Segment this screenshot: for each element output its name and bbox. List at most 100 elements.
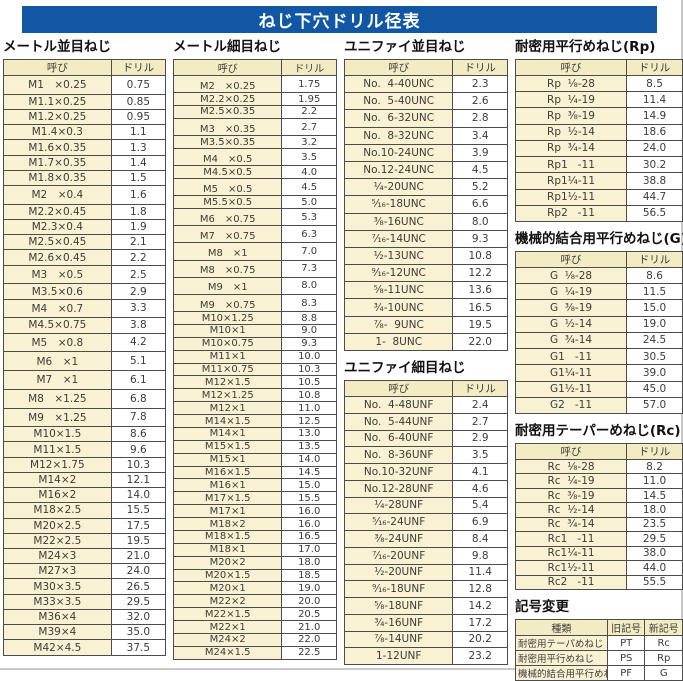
thread-name-cell: M1.7×0.35 <box>3 154 112 171</box>
thread-name-cell: M14×1 <box>172 426 283 441</box>
thread-name-cell: G ¹⁄₄-19 <box>514 283 628 301</box>
table-row: M1.8×0.35 1.5 <box>3 169 167 187</box>
value-cell: 11.5 <box>626 283 683 301</box>
table-header-row: 種類 旧記号 新記号 <box>515 619 683 636</box>
table-row: M8 ×1 7.0 <box>172 242 337 261</box>
table-row: Rp ³⁄₄-14 24.0 <box>514 139 683 158</box>
table-rc: 呼び ドリル Rc ¹⁄₈-28 8.2 Rc ¹⁄₄-19 11.0 Rc ³⁄₈-1… <box>514 443 683 590</box>
column-header-name: 呼び <box>514 443 628 460</box>
thread-name-cell: M8 ×1.25 <box>3 388 112 409</box>
thread-name-cell: M7 ×0.75 <box>172 225 283 244</box>
value-cell: 17.5 <box>110 517 167 534</box>
table-row: M11×1 10.0 <box>172 349 337 364</box>
columns-container: メートル並目ねじ 呼び ドリル M1 ×0.25 0.75 M1.1×0.25 0.8… <box>3 39 683 681</box>
table-g: 呼び ドリル G ¹⁄₈-28 8.6 G ¹⁄₄-19 11.5 G ³⁄₈-19 15… <box>514 251 683 415</box>
thread-name-cell: 1-12UNF <box>343 647 454 665</box>
table-row: No.12-24UNC 4.5 <box>343 160 508 180</box>
value-cell: 29.5 <box>110 593 167 610</box>
table-row: M3 ×0.35 2.7 <box>172 117 337 137</box>
value-cell: 16.5 <box>452 298 508 317</box>
table-row: ⁷⁄₈- 9UNC 19.5 <box>343 315 508 334</box>
value-cell: 2.7 <box>281 117 337 137</box>
thread-name-cell: M8 ×1 <box>172 242 283 261</box>
value-cell: 23.5 <box>626 516 683 533</box>
table-row: M18×1 17.0 <box>172 542 337 557</box>
value-cell: 3.3 <box>110 298 167 319</box>
table-row: M5 ×0.8 4.2 <box>3 332 167 353</box>
value-cell: 0.95 <box>110 108 167 126</box>
value-cell: 16.5 <box>281 529 337 544</box>
column-header-name: 呼び <box>343 59 454 76</box>
thread-name-cell: ¹⁄₄-28UNF <box>343 496 454 515</box>
thread-name-cell: M39×4 <box>3 624 112 641</box>
value-cell: 6.9 <box>452 513 508 531</box>
section-title-symbol-change: 記号変更 <box>515 599 569 615</box>
value-cell: 39.0 <box>626 364 683 382</box>
table-row: G ¹⁄₄-19 11.5 <box>514 283 683 301</box>
thread-name-cell: M9 ×1.25 <box>3 407 112 428</box>
table-row: M8 ×0.75 7.3 <box>172 259 337 278</box>
value-cell: 38.0 <box>626 545 683 562</box>
value-cell: 24.5 <box>626 331 683 350</box>
table-row: M20×2 18.0 <box>172 555 337 570</box>
value-cell: 3.9 <box>452 143 508 162</box>
value-cell: 8.0 <box>452 212 508 231</box>
thread-name-cell: M4.5×0.5 <box>172 165 283 180</box>
thread-name-cell: Rc1¹⁄₂-11 <box>514 560 628 576</box>
thread-name-cell: M3 ×0.35 <box>172 117 283 137</box>
thread-name-cell: M12×1.5 <box>172 375 283 390</box>
table-symbol-change: 種類 旧記号 新記号 耐密用テーパめねじ PT Rc 耐密用平行めねじ PS Rp 機械的結… <box>515 619 683 681</box>
value-cell: 9.3 <box>452 229 508 248</box>
table-row: No.12-28UNF 4.6 <box>343 479 508 498</box>
value-cell: 4.5 <box>452 160 508 180</box>
value-cell: 9.6 <box>110 441 167 458</box>
value-cell: 14.5 <box>281 465 337 480</box>
thread-name-cell: ¹⁄₂-13UNC <box>343 246 454 266</box>
value-cell: 11.4 <box>452 563 508 582</box>
table-row: M2.2×0.45 1.8 <box>3 203 167 221</box>
table-row: ⁹⁄₁₆-12UNC 12.2 <box>343 264 508 283</box>
thread-name-cell: ⁵⁄₈-18UNF <box>343 597 454 615</box>
thread-name-cell: M10×1 <box>172 323 283 338</box>
value-cell: 38.8 <box>626 172 683 190</box>
table-row: M5.5×0.5 5.0 <box>172 195 337 210</box>
thread-name-cell: M15×1 <box>172 452 283 467</box>
value-cell: 18.0 <box>281 555 337 570</box>
thread-name-cell: M22×2 <box>172 594 283 609</box>
table-row: No.10-24UNC 3.9 <box>343 143 508 162</box>
table-row: ³⁄₄-10UNC 16.5 <box>343 298 508 317</box>
section-title-rc: 耐密用テーパーめねじ(Rc) <box>515 423 681 439</box>
thread-name-cell: M1.6×0.35 <box>3 139 112 156</box>
value-cell: 10.8 <box>281 388 337 403</box>
table-header-row: 呼び ドリル <box>343 59 508 76</box>
value-cell: 21.0 <box>281 620 337 634</box>
thread-name-cell: M2 ×0.25 <box>172 74 283 94</box>
value-cell: 10.0 <box>281 349 337 364</box>
thread-name-cell: ³⁄₈-16UNC <box>343 212 454 231</box>
table-row: ⁵⁄₈-18UNF 14.2 <box>343 597 508 615</box>
table-row: Rc ¹⁄₈-28 8.2 <box>514 458 683 475</box>
thread-name-cell: M11×1 <box>172 349 283 364</box>
table-row: M4 ×0.7 3.3 <box>3 298 167 319</box>
table-row: Rc ³⁄₈-19 14.5 <box>514 487 683 504</box>
value-cell: 2.8 <box>452 109 508 128</box>
value-cell: 10.3 <box>281 362 337 377</box>
table-row: M3.5×0.35 3.2 <box>172 135 337 149</box>
value-cell: 12.1 <box>110 471 167 489</box>
table-row: M3 ×0.5 2.5 <box>3 264 167 285</box>
thread-name-cell: Rc2 -11 <box>514 574 628 590</box>
thread-name-cell: M33×3.5 <box>3 593 112 610</box>
value-cell: 11.4 <box>626 91 683 109</box>
table-row: M1.1×0.25 0.85 <box>3 93 167 110</box>
table-row: M12×1.5 10.5 <box>172 375 337 390</box>
value-cell: 37.5 <box>110 639 167 656</box>
value-cell: 20.5 <box>281 607 337 622</box>
value-cell: 19.5 <box>110 532 167 549</box>
table-row: M22×1 21.0 <box>172 620 337 634</box>
thread-name-cell: ³⁄₄-10UNC <box>343 298 454 317</box>
column-header-name: 呼び <box>514 251 628 268</box>
thread-name-cell: Rp ³⁄₄-14 <box>514 139 628 158</box>
table-row: No. 5-44UNF 2.7 <box>343 412 508 431</box>
table-row: M1.7×0.35 1.4 <box>3 154 167 171</box>
value-cell: 5.0 <box>281 195 337 210</box>
